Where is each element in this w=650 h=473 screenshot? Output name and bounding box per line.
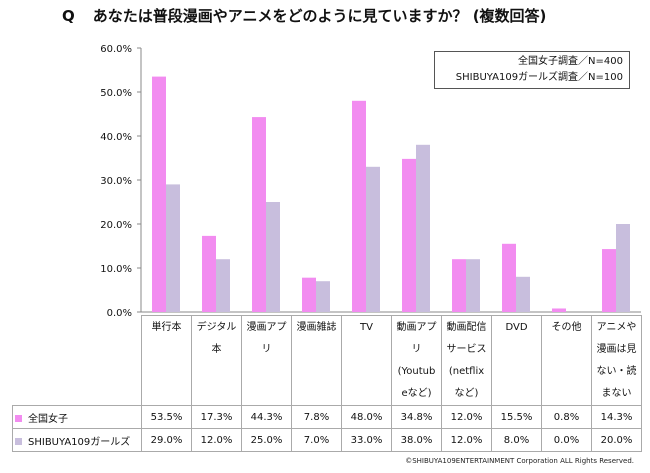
- category-label-line: リ: [261, 344, 272, 355]
- data-label: 17.3%: [191, 405, 242, 429]
- category-label-line: アニメや: [596, 322, 637, 333]
- data-label: 14.3%: [591, 405, 642, 429]
- category-label-line: その他: [551, 322, 582, 333]
- y-tick-label: 50.0%: [100, 88, 132, 99]
- bar-shibuya: [316, 281, 330, 312]
- legend-line-shibuya: SHIBUYA109ガールズ調査／N=100: [455, 72, 623, 83]
- category-label: 動画アプリ (Youtub eなど): [391, 315, 442, 406]
- data-label: 0.8%: [541, 405, 592, 429]
- data-label: 48.0%: [341, 405, 392, 429]
- bar-national: [452, 259, 466, 312]
- category-label-line: 動画アプリ: [396, 322, 437, 355]
- category-label-line: 動画配信: [446, 322, 487, 333]
- data-label: 34.8%: [391, 405, 442, 429]
- category-label-line: eなど): [401, 388, 432, 399]
- data-label: 38.0%: [391, 428, 442, 452]
- bar-shibuya: [416, 144, 430, 312]
- bar-shibuya: [166, 184, 180, 312]
- bar-shibuya: [466, 259, 480, 312]
- data-label: 20.0%: [591, 428, 642, 452]
- data-label: 29.0%: [141, 428, 192, 452]
- data-label: 7.8%: [291, 405, 342, 429]
- category-label-line: 漫画雑誌: [296, 322, 337, 333]
- bar-shibuya: [516, 276, 530, 312]
- category-label-line: デジタル: [196, 322, 237, 333]
- bar-national: [152, 76, 166, 312]
- bar-national: [302, 277, 316, 312]
- category-label: 漫画雑誌: [291, 315, 342, 406]
- category-label: デジタル本: [191, 315, 242, 406]
- category-label-line: ない・読: [596, 366, 637, 377]
- bar-national: [352, 100, 366, 312]
- category-label-line: など): [454, 388, 479, 399]
- category-label-line: DVD: [505, 322, 528, 333]
- category-label-line: TV: [360, 322, 373, 333]
- y-tick-label: 60.0%: [100, 44, 132, 55]
- table-row: 全国女子 53.5% 17.3% 44.3% 7.8% 48.0% 34.8% 12.0% 15…: [12, 405, 642, 429]
- data-label: 12.0%: [191, 428, 242, 452]
- category-label-line: 単行本: [151, 322, 182, 333]
- legend-box: 全国女子調査／N=400 SHIBUYA109ガールズ調査／N=100: [434, 51, 630, 89]
- data-label: 25.0%: [241, 428, 292, 452]
- y-tick-label: 30.0%: [100, 176, 132, 187]
- bar-national: [402, 158, 416, 312]
- bar-national: [552, 308, 566, 312]
- data-label: 8.0%: [491, 428, 542, 452]
- y-tick-label: 20.0%: [100, 220, 132, 231]
- data-label: 12.0%: [441, 428, 492, 452]
- bar-shibuya: [216, 259, 230, 312]
- category-label: TV: [341, 315, 392, 406]
- y-tick-label: 0.0%: [107, 308, 132, 319]
- table-row: SHIBUYA109ガールズ 29.0% 12.0% 25.0% 7.0% 33.0% 38…: [12, 428, 642, 452]
- bar-shibuya: [616, 224, 630, 312]
- category-label: 動画配信サービス (netflix など): [441, 315, 492, 406]
- bar-shibuya: [366, 166, 380, 312]
- copyright-text: ©SHIBUYA109ENTERTAINMENT Corporation ALL…: [405, 457, 634, 465]
- category-label: アニメや漫画は見ない・読まない: [591, 315, 642, 406]
- category-label: その他: [541, 315, 592, 406]
- series-name: 全国女子: [28, 413, 68, 425]
- legend-swatch: [15, 438, 22, 445]
- series-label: 全国女子: [12, 405, 142, 429]
- category-label-line: まない: [601, 388, 632, 399]
- y-tick-label: 40.0%: [100, 132, 132, 143]
- category-label: 単行本: [141, 315, 192, 406]
- data-label: 33.0%: [341, 428, 392, 452]
- question-label: Q: [62, 7, 75, 25]
- data-label: 53.5%: [141, 405, 192, 429]
- table-corner: [12, 315, 142, 406]
- data-label: 0.0%: [541, 428, 592, 452]
- category-label: 漫画アプリ: [241, 315, 292, 406]
- data-label: 7.0%: [291, 428, 342, 452]
- legend-swatch: [15, 415, 22, 422]
- question-text: あなたは普段漫画やアニメをどのように見ていますか？ (複数回答): [92, 7, 547, 25]
- category-label-line: 漫画アプ: [246, 322, 287, 333]
- series-label: SHIBUYA109ガールズ: [12, 428, 142, 452]
- bar-national: [502, 243, 516, 312]
- data-table: 単行本 デジタル本漫画アプリ漫画雑誌 TV 動画アプリ (Youtub eなど) 動画配信サ…: [12, 315, 642, 452]
- category-label-line: (Youtub: [397, 366, 436, 377]
- data-label: 15.5%: [491, 405, 542, 429]
- bar-national: [602, 249, 616, 312]
- bar-national: [202, 235, 216, 312]
- series-name: SHIBUYA109ガールズ: [28, 436, 131, 448]
- data-label: 12.0%: [441, 405, 492, 429]
- legend-line-national: 全国女子調査／N=400: [518, 56, 623, 67]
- category-label-line: 本: [211, 344, 222, 355]
- y-tick-label: 10.0%: [100, 264, 132, 275]
- category-label: DVD: [491, 315, 542, 406]
- bar-national: [252, 117, 266, 312]
- category-label-line: (netflix: [448, 366, 485, 377]
- category-label-line: サービス: [446, 344, 487, 355]
- data-label: 44.3%: [241, 405, 292, 429]
- category-label-line: 漫画は見: [596, 344, 637, 355]
- chart-title: Q あなたは普段漫画やアニメをどのように見ていますか？ (複数回答): [62, 5, 546, 26]
- bar-shibuya: [266, 202, 280, 312]
